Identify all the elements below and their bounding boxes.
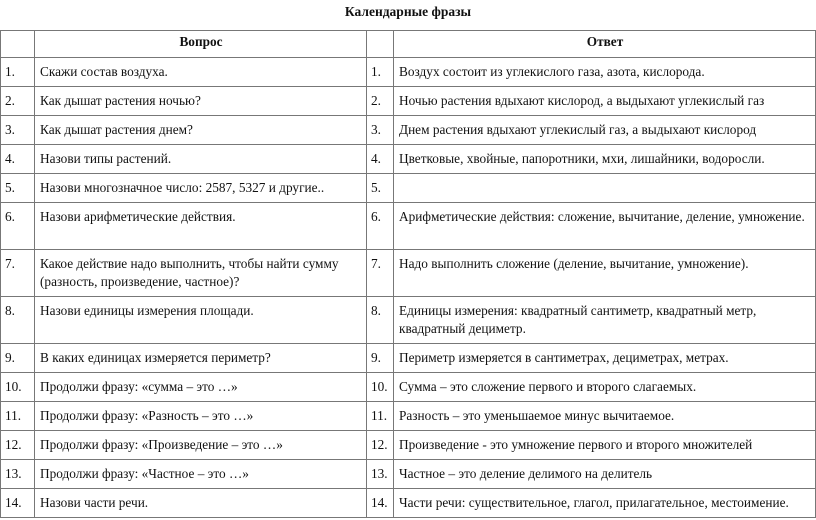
header-number-q <box>0 30 35 58</box>
table-row: 4. Назови типы растений. 4. Цветковые, хвой… <box>0 144 816 174</box>
question-text: Назови арифметические действия. <box>34 202 367 250</box>
table-row: 12. Продолжи фразу: «Произведение – это …… <box>0 430 816 460</box>
question-text: Продолжи фразу: «Разность – это …» <box>34 401 367 431</box>
question-number: 5. <box>0 173 35 203</box>
question-text: Назови многозначное число: 2587, 5327 и … <box>34 173 367 203</box>
answer-number: 10. <box>366 372 394 402</box>
header-answer: Ответ <box>393 30 816 58</box>
question-text: Назови части речи. <box>34 488 367 518</box>
table-row: 10. Продолжи фразу: «сумма – это …» 10. Сум… <box>0 372 816 402</box>
header-row: Вопрос Ответ <box>0 30 816 58</box>
answer-number: 14. <box>366 488 394 518</box>
table-row: 9. В каких единицах измеряется периметр? 9… <box>0 343 816 373</box>
table-row: 3. Как дышат растения днем? 3. Днем растени… <box>0 115 816 145</box>
answer-text: Периметр измеряется в сантиметрах, децим… <box>393 343 816 373</box>
question-number: 9. <box>0 343 35 373</box>
answer-text: Днем растения вдыхают углекислый газ, а … <box>393 115 816 145</box>
answer-text: Части речи: существительное, глагол, при… <box>393 488 816 518</box>
question-number: 4. <box>0 144 35 174</box>
answer-text: Произведение - это умножение первого и в… <box>393 430 816 460</box>
question-number: 7. <box>0 249 35 297</box>
table-row: 14. Назови части речи. 14. Части речи: суще… <box>0 488 816 518</box>
answer-number: 11. <box>366 401 394 431</box>
question-text: Как дышат растения днем? <box>34 115 367 145</box>
question-text: Как дышат растения ночью? <box>34 86 367 116</box>
question-number: 14. <box>0 488 35 518</box>
question-number: 11. <box>0 401 35 431</box>
answer-text: Ночью растения вдыхают кислород, а выдых… <box>393 86 816 116</box>
answer-number: 6. <box>366 202 394 250</box>
question-number: 13. <box>0 459 35 489</box>
answer-number: 9. <box>366 343 394 373</box>
question-number: 2. <box>0 86 35 116</box>
question-number: 1. <box>0 57 35 87</box>
question-text: Продолжи фразу: «сумма – это …» <box>34 372 367 402</box>
question-number: 3. <box>0 115 35 145</box>
question-text: Назови типы растений. <box>34 144 367 174</box>
question-text: Продолжи фразу: «Произведение – это …» <box>34 430 367 460</box>
answer-number: 8. <box>366 296 394 344</box>
table-row: 6. Назови арифметические действия. 6. Арифм… <box>0 202 816 250</box>
phrases-table: Вопрос Ответ 1. Скажи состав воздуха. 1. Во… <box>0 30 816 518</box>
question-text: Продолжи фразу: «Частное – это …» <box>34 459 367 489</box>
answer-text: Единицы измерения: квадратный сантиметр,… <box>393 296 816 344</box>
answer-text: Арифметические действия: сложение, вычит… <box>393 202 816 250</box>
answer-text: Разность – это уменьшаемое минус вычитае… <box>393 401 816 431</box>
answer-text: Частное – это деление делимого на делите… <box>393 459 816 489</box>
question-text: Какое действие надо выполнить, чтобы най… <box>34 249 367 297</box>
answer-text: Надо выполнить сложение (деление, вычита… <box>393 249 816 297</box>
table-row: 2. Как дышат растения ночью? 2. Ночью расте… <box>0 86 816 116</box>
question-number: 10. <box>0 372 35 402</box>
answer-text: Воздух состоит из углекислого газа, азот… <box>393 57 816 87</box>
answer-text <box>393 173 816 203</box>
table-row: 5. Назови многозначное число: 2587, 5327 … <box>0 173 816 203</box>
answer-number: 2. <box>366 86 394 116</box>
answer-number: 4. <box>366 144 394 174</box>
answer-number: 3. <box>366 115 394 145</box>
header-question: Вопрос <box>34 30 367 58</box>
table-row: 13. Продолжи фразу: «Частное – это …» 13. Ч… <box>0 459 816 489</box>
answer-number: 13. <box>366 459 394 489</box>
answer-number: 5. <box>366 173 394 203</box>
question-number: 8. <box>0 296 35 344</box>
table-row: 8. Назови единицы измерения площади. 8. Еди… <box>0 296 816 344</box>
answer-text: Сумма – это сложение первого и второго с… <box>393 372 816 402</box>
table-row: 7. Какое действие надо выполнить, чтобы н… <box>0 249 816 297</box>
question-number: 12. <box>0 430 35 460</box>
answer-number: 7. <box>366 249 394 297</box>
question-text: Скажи состав воздуха. <box>34 57 367 87</box>
question-text: В каких единицах измеряется периметр? <box>34 343 367 373</box>
header-number-a <box>366 30 394 58</box>
answer-number: 12. <box>366 430 394 460</box>
answer-text: Цветковые, хвойные, папоротники, мхи, ли… <box>393 144 816 174</box>
table-row: 11. Продолжи фразу: «Разность – это …» 11.… <box>0 401 816 431</box>
table-row: 1. Скажи состав воздуха. 1. Воздух состоит … <box>0 57 816 87</box>
answer-number: 1. <box>366 57 394 87</box>
document-title: Календарные фразы <box>344 4 472 19</box>
question-number: 6. <box>0 202 35 250</box>
question-text: Назови единицы измерения площади. <box>34 296 367 344</box>
